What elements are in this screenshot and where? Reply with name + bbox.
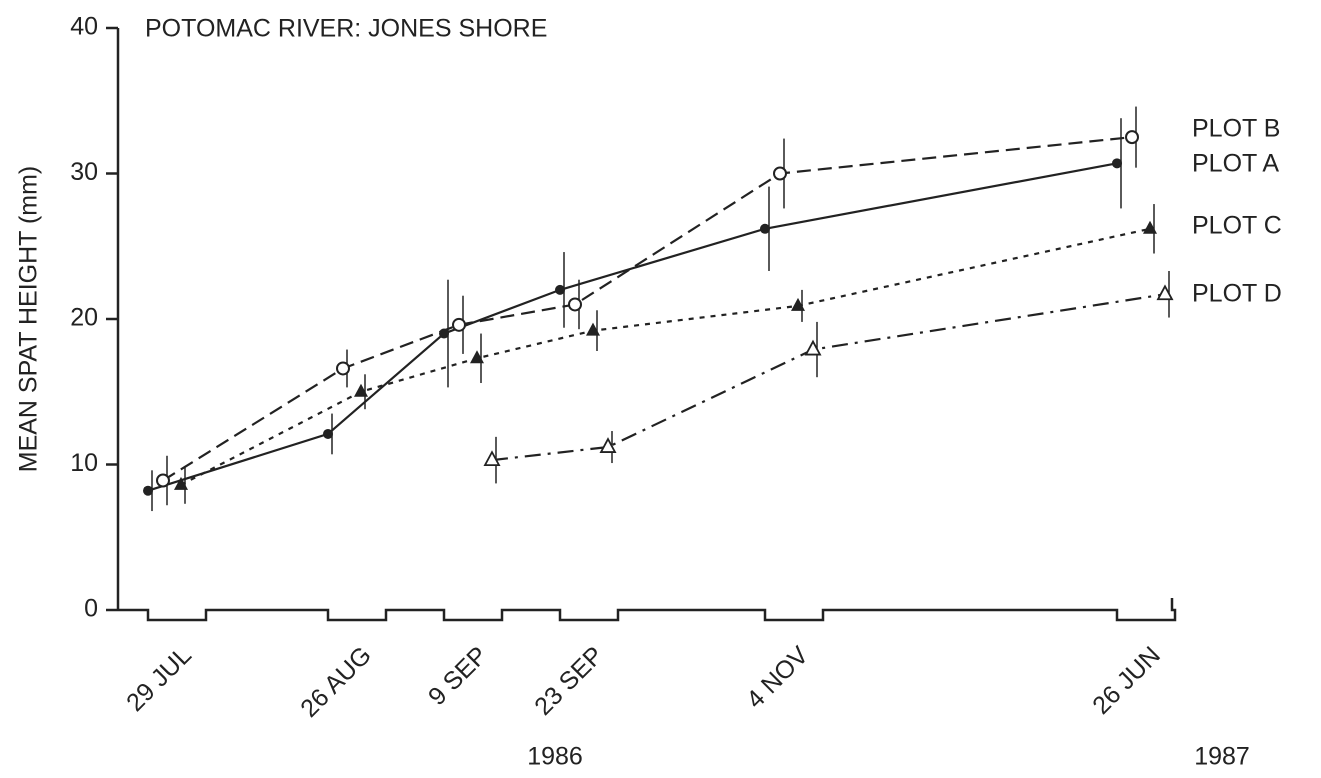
marker <box>791 297 805 311</box>
legend-label: PLOT B <box>1192 115 1280 143</box>
x-tick-label: 23 SEP <box>529 641 609 721</box>
marker <box>568 297 582 312</box>
marker <box>1112 158 1122 169</box>
marker <box>452 317 466 332</box>
legend-label: PLOT C <box>1192 212 1282 240</box>
marker <box>1143 220 1157 234</box>
marker <box>804 339 822 356</box>
marker <box>599 437 617 453</box>
legend-label: PLOT A <box>1192 150 1279 178</box>
marker <box>156 473 170 488</box>
x-tick-label: 26 AUG <box>295 641 377 723</box>
series-line <box>180 227 1151 486</box>
series-line <box>147 162 1118 492</box>
marker <box>323 428 333 439</box>
x-axis <box>118 598 1177 622</box>
series-line <box>491 293 1166 462</box>
y-tick-label: 20 <box>70 304 98 332</box>
marker <box>555 284 565 295</box>
y-tick-label: 10 <box>70 449 98 477</box>
chart-title: POTOMAC RIVER: JONES SHORE <box>145 15 547 43</box>
x-tick-label: 29 JUL <box>121 641 197 717</box>
marker <box>586 322 600 336</box>
marker <box>760 223 770 234</box>
marker <box>773 166 787 181</box>
legend-label: PLOT D <box>1192 280 1282 308</box>
year-label: 1987 <box>1194 743 1250 771</box>
y-axis-label: MEAN SPAT HEIGHT (mm) <box>15 166 43 473</box>
y-tick-label: 40 <box>70 13 98 41</box>
marker <box>143 485 153 496</box>
marker <box>1125 130 1139 145</box>
marker <box>470 350 484 364</box>
x-tick-label: 26 JUN <box>1087 641 1166 720</box>
y-tick-label: 0 <box>84 595 98 623</box>
marker <box>483 450 501 467</box>
x-tick-label: 9 SEP <box>423 641 493 711</box>
marker <box>174 476 188 490</box>
x-tick-label: 4 NOV <box>741 641 814 714</box>
marker <box>354 383 368 397</box>
y-tick-label: 30 <box>70 158 98 186</box>
marker <box>1156 284 1174 301</box>
marker <box>336 361 350 376</box>
year-label: 1986 <box>527 743 583 771</box>
series-line <box>162 136 1133 482</box>
